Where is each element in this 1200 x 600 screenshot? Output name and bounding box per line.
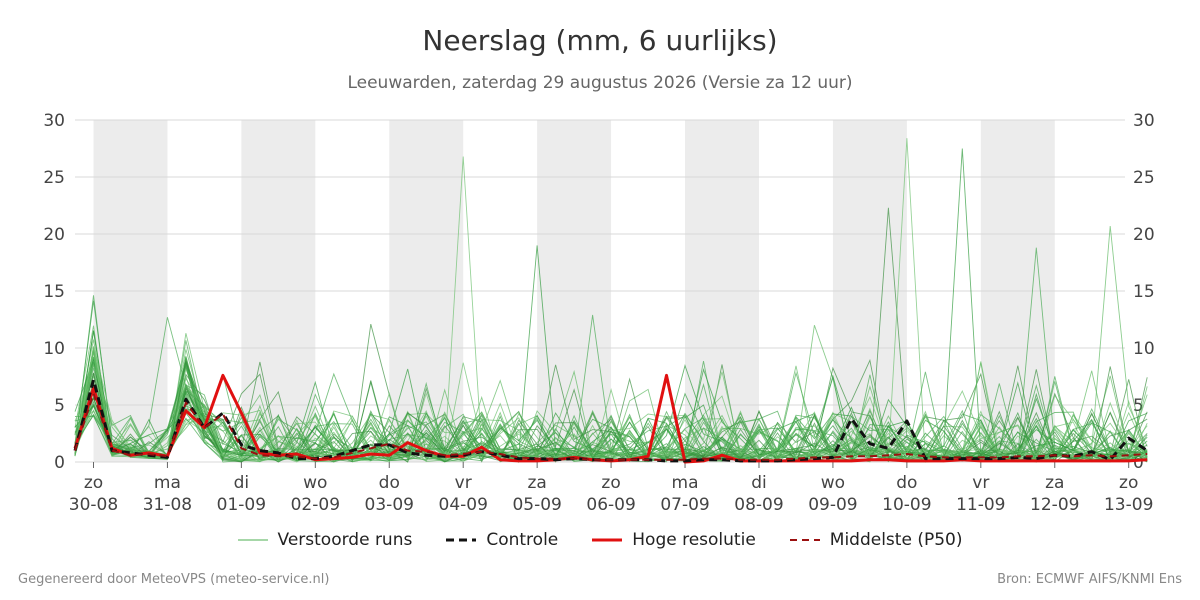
ensemble-run-line <box>74 365 1148 463</box>
ensemble-run-line <box>74 362 1148 462</box>
x-tick-date: 08-09 <box>734 495 783 515</box>
x-tick-date: 11-09 <box>956 495 1005 515</box>
x-tick-date: 12-09 <box>1030 495 1079 515</box>
chart-legend: Verstoorde runs Controle Hoge resolutie … <box>0 530 1200 550</box>
x-tick-date: 07-09 <box>660 495 709 515</box>
x-tick-day: za <box>1045 473 1064 493</box>
x-tick-date: 13-09 <box>1104 495 1153 515</box>
x-tick-day: do <box>896 473 917 493</box>
x-tick-day: vr <box>972 473 989 493</box>
x-tick-day: vr <box>455 473 472 493</box>
x-tick-date: 02-09 <box>291 495 340 515</box>
ensemble-run-line <box>74 367 1148 463</box>
y-tick-label-left: 5 <box>54 396 65 416</box>
y-tick-label-left: 20 <box>43 225 65 245</box>
x-tick-date: 10-09 <box>882 495 931 515</box>
y-tick-label-left: 10 <box>43 339 65 359</box>
y-tick-label-right: 15 <box>1133 282 1155 302</box>
x-tick-date: 30-08 <box>69 495 118 515</box>
y-tick-label-right: 20 <box>1133 225 1155 245</box>
chart-title: Neerslag (mm, 6 uurlijks) <box>422 24 778 57</box>
x-tick-day: di <box>751 473 767 493</box>
x-tick-day: wo <box>821 473 845 493</box>
x-tick-date: 01-09 <box>217 495 266 515</box>
x-tick-date: 03-09 <box>365 495 414 515</box>
ensemble-run-line <box>74 349 1148 463</box>
legend-item-hoge-resolutie[interactable]: Hoge resolutie <box>592 530 756 550</box>
y-tick-label-left: 15 <box>43 282 65 302</box>
y-tick-label-right: 5 <box>1133 396 1144 416</box>
y-tick-label-left: 0 <box>54 453 65 473</box>
legend-item-middelste[interactable]: Middelste (P50) <box>789 530 963 550</box>
x-tick-date: 31-08 <box>143 495 192 515</box>
legend-label-controle: Controle <box>486 530 559 550</box>
ensemble-run-line <box>74 365 1148 463</box>
legend-label-hoge-resolutie: Hoge resolutie <box>632 530 756 550</box>
x-tick-date: 05-09 <box>512 495 561 515</box>
x-tick-day: wo <box>303 473 327 493</box>
chart-subtitle: Leeuwarden, zaterdag 29 augustus 2026 (V… <box>347 73 853 93</box>
x-tick-day: zo <box>84 473 103 493</box>
x-tick-day: ma <box>672 473 699 493</box>
x-tick-date: 09-09 <box>808 495 857 515</box>
ensemble-run-line <box>74 295 1148 463</box>
series-line-middelste-p50 <box>74 392 1148 461</box>
y-tick-label-right: 10 <box>1133 339 1155 359</box>
y-tick-label-right: 25 <box>1133 168 1155 188</box>
y-tick-label-right: 0 <box>1133 453 1144 473</box>
x-tick-date: 04-09 <box>439 495 488 515</box>
legend-swatch-middelste <box>789 539 820 541</box>
footer-generated-by: Gegenereerd door MeteoVPS (meteo-service… <box>18 572 330 587</box>
legend-label-middelste: Middelste (P50) <box>829 530 963 550</box>
legend-item-controle[interactable]: Controle <box>446 530 558 550</box>
x-tick-day: do <box>379 473 400 493</box>
legend-label-verstoorde-runs: Verstoorde runs <box>277 530 413 550</box>
legend-swatch-verstoorde-runs <box>237 539 268 541</box>
legend-swatch-hoge-resolutie <box>592 538 623 542</box>
x-tick-day: zo <box>1119 473 1138 493</box>
legend-swatch-controle <box>446 538 477 542</box>
y-tick-label-left: 25 <box>43 168 65 188</box>
x-tick-date: 06-09 <box>586 495 635 515</box>
y-tick-label-left: 30 <box>43 111 65 131</box>
legend-item-verstoorde-runs[interactable]: Verstoorde runs <box>237 530 413 550</box>
x-tick-day: za <box>527 473 546 493</box>
x-tick-day: ma <box>154 473 181 493</box>
x-tick-day: di <box>234 473 250 493</box>
x-tick-day: zo <box>601 473 620 493</box>
y-tick-label-right: 30 <box>1133 111 1155 131</box>
footer-source: Bron: ECMWF AIFS/KNMI Ens <box>997 572 1182 587</box>
